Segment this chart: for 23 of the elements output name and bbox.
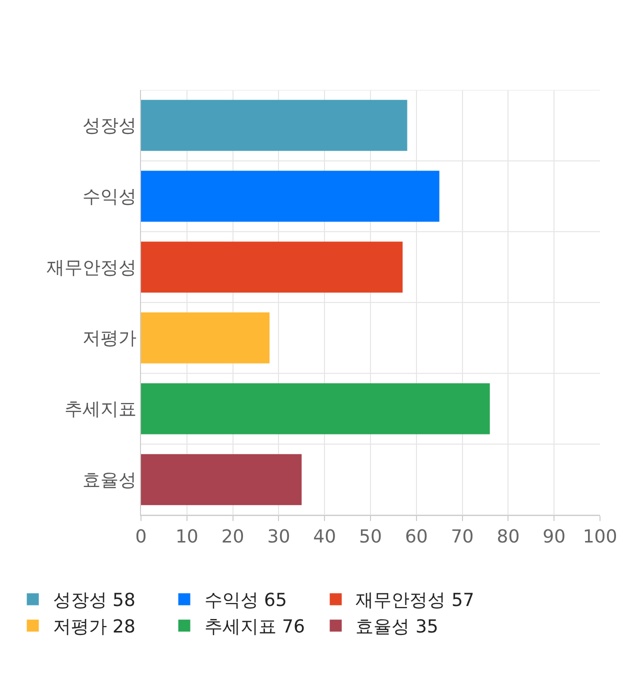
legend-label: 저평가 28 <box>52 616 136 638</box>
y-tick-label: 저평가 <box>82 328 136 350</box>
legend-label: 수익성 65 <box>204 590 287 612</box>
legend-label: 추세지표 76 <box>204 616 305 638</box>
y-tick-label: 성장성 <box>82 116 136 137</box>
x-tick-label: 70 <box>450 526 474 548</box>
x-tick-label: 60 <box>404 526 428 548</box>
x-tick-label: 90 <box>542 526 566 548</box>
legend-label: 재무안정성 57 <box>356 590 474 612</box>
x-tick-label: 40 <box>313 526 336 548</box>
x-tick-label: 20 <box>221 526 244 548</box>
x-tick-label: 50 <box>359 526 382 548</box>
legend-label: 성장성 58 <box>52 590 136 612</box>
y-tick-label: 재무안정성 <box>46 257 136 278</box>
y-tick-label: 수익성 <box>82 186 136 208</box>
x-tick-label: 10 <box>175 526 198 548</box>
x-tick-label: 0 <box>135 526 147 548</box>
x-tick-label: 30 <box>267 526 290 548</box>
y-tick-label: 추세지표 <box>64 399 136 420</box>
x-tick-label: 100 <box>582 526 618 548</box>
x-tick-label: 80 <box>496 526 520 548</box>
legend-label: 효율성 35 <box>356 616 438 638</box>
y-tick-label: 효율성 <box>82 470 136 491</box>
